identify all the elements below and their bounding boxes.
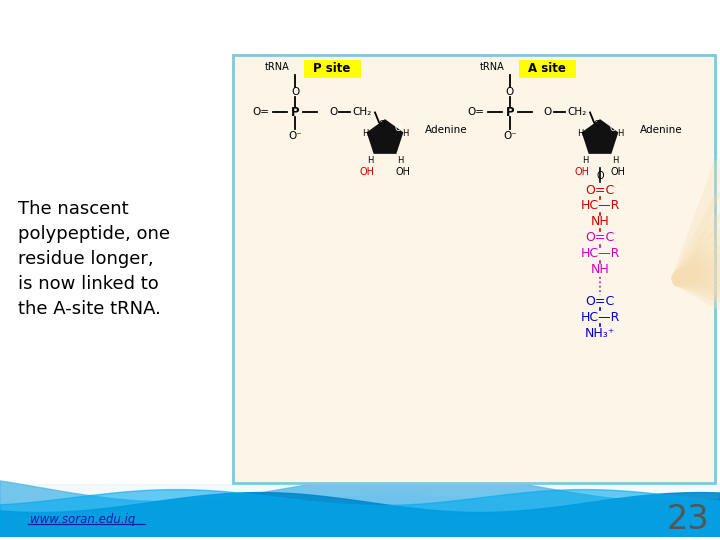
Text: O⁻: O⁻ bbox=[503, 131, 517, 141]
Text: A site: A site bbox=[528, 62, 566, 75]
FancyBboxPatch shape bbox=[519, 60, 576, 78]
Text: O: O bbox=[544, 107, 552, 117]
Polygon shape bbox=[368, 120, 402, 153]
Text: O=C: O=C bbox=[585, 231, 615, 244]
Text: OH: OH bbox=[611, 167, 626, 177]
Text: P: P bbox=[505, 106, 514, 119]
Text: CH₂: CH₂ bbox=[352, 107, 372, 117]
Text: tRNA: tRNA bbox=[480, 62, 505, 72]
Text: NH: NH bbox=[590, 215, 609, 228]
Text: O=C: O=C bbox=[585, 295, 615, 308]
Text: O: O bbox=[596, 171, 604, 181]
Text: O: O bbox=[379, 120, 385, 129]
Text: OH: OH bbox=[575, 167, 590, 177]
Text: O=: O= bbox=[467, 107, 485, 117]
Text: H: H bbox=[582, 156, 588, 165]
Text: OH: OH bbox=[359, 167, 374, 177]
Text: O=: O= bbox=[253, 107, 269, 117]
Text: P site: P site bbox=[313, 62, 351, 75]
Text: O: O bbox=[594, 120, 600, 129]
Text: OH: OH bbox=[395, 167, 410, 177]
Text: H: H bbox=[366, 156, 373, 165]
Text: HC—R: HC—R bbox=[580, 199, 620, 212]
FancyBboxPatch shape bbox=[233, 55, 715, 483]
Text: H: H bbox=[617, 129, 624, 138]
Text: P: P bbox=[291, 106, 300, 119]
Text: H: H bbox=[397, 156, 403, 165]
Text: O: O bbox=[610, 124, 616, 133]
Text: HC—R: HC—R bbox=[580, 247, 620, 260]
Text: H: H bbox=[612, 156, 618, 165]
Text: Adenine: Adenine bbox=[640, 125, 683, 136]
Text: HC—R: HC—R bbox=[580, 311, 620, 324]
Polygon shape bbox=[583, 120, 617, 153]
Text: The nascent
polypeptide, one
residue longer,
is now linked to
the A-site tRNA.: The nascent polypeptide, one residue lon… bbox=[18, 200, 170, 318]
Text: O=C: O=C bbox=[585, 184, 615, 197]
Text: tRNA: tRNA bbox=[265, 62, 289, 72]
Text: Adenine: Adenine bbox=[425, 125, 467, 136]
Text: 23: 23 bbox=[667, 503, 709, 536]
Text: H: H bbox=[402, 129, 408, 138]
Text: CH₂: CH₂ bbox=[567, 107, 587, 117]
Text: O: O bbox=[291, 86, 299, 97]
FancyBboxPatch shape bbox=[304, 60, 361, 78]
Text: NH: NH bbox=[590, 263, 609, 276]
Text: O: O bbox=[506, 86, 514, 97]
Text: O⁻: O⁻ bbox=[288, 131, 302, 141]
Text: www.soran.edu.iq: www.soran.edu.iq bbox=[30, 513, 135, 526]
Text: O: O bbox=[395, 124, 401, 133]
Text: H: H bbox=[362, 129, 368, 138]
Text: NH₃⁺: NH₃⁺ bbox=[585, 327, 615, 340]
Text: H: H bbox=[577, 129, 583, 138]
Text: O: O bbox=[329, 107, 337, 117]
